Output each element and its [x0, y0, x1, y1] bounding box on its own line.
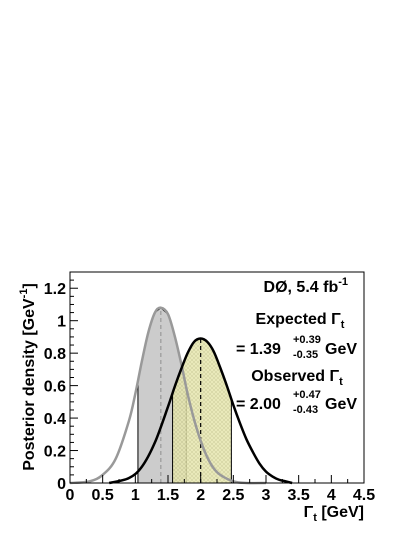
y-tick-label: 0.2: [44, 444, 66, 461]
svg-text:-0.35: -0.35: [293, 349, 318, 361]
x-tick-label: 2: [196, 487, 205, 504]
experiment-label: DØ, 5.4 fb-1: [264, 276, 348, 296]
y-tick-label: 0.8: [44, 346, 66, 363]
svg-text:GeV: GeV: [325, 341, 357, 358]
svg-text:-0.43: -0.43: [293, 404, 318, 416]
expected-posterior-curve: [69, 306, 267, 485]
observed-posterior-curve: [108, 337, 293, 485]
y-tick-label: 0: [57, 476, 66, 493]
svg-text:= 1.39: = 1.39: [236, 341, 281, 358]
y-axis-title: Posterior density [GeV-1]: [18, 283, 38, 471]
x-tick-label: 2.5: [222, 487, 244, 504]
x-tick-label: 3.5: [288, 487, 310, 504]
observed-title: Observed Γt: [251, 368, 343, 388]
x-axis-title: Γt [GeV]: [304, 504, 364, 524]
svg-text:+0.47: +0.47: [293, 389, 321, 401]
x-tick-label: 0.5: [92, 487, 114, 504]
x-tick-label: 1: [131, 487, 140, 504]
y-tick-label: 0.6: [44, 379, 66, 396]
expected-value: = 1.39 +0.39 -0.35 GeV: [236, 334, 357, 361]
expected-title: Expected Γt: [256, 311, 345, 331]
observed-value: = 2.00 +0.47 -0.43 GeV: [236, 389, 357, 416]
svg-text:GeV: GeV: [325, 396, 357, 413]
y-tick-label: 1: [57, 314, 66, 331]
svg-text:= 2.00: = 2.00: [236, 396, 281, 413]
x-tick-label: 1.5: [157, 487, 179, 504]
x-tick-label: 3: [262, 487, 271, 504]
x-tick-label: 0: [66, 487, 75, 504]
x-tick-label: 4.5: [353, 487, 375, 504]
y-tick-label: 1.2: [44, 281, 66, 298]
y-tick-label: 0.4: [44, 411, 66, 428]
x-tick-label: 4: [327, 487, 336, 504]
svg-text:+0.39: +0.39: [293, 334, 321, 346]
